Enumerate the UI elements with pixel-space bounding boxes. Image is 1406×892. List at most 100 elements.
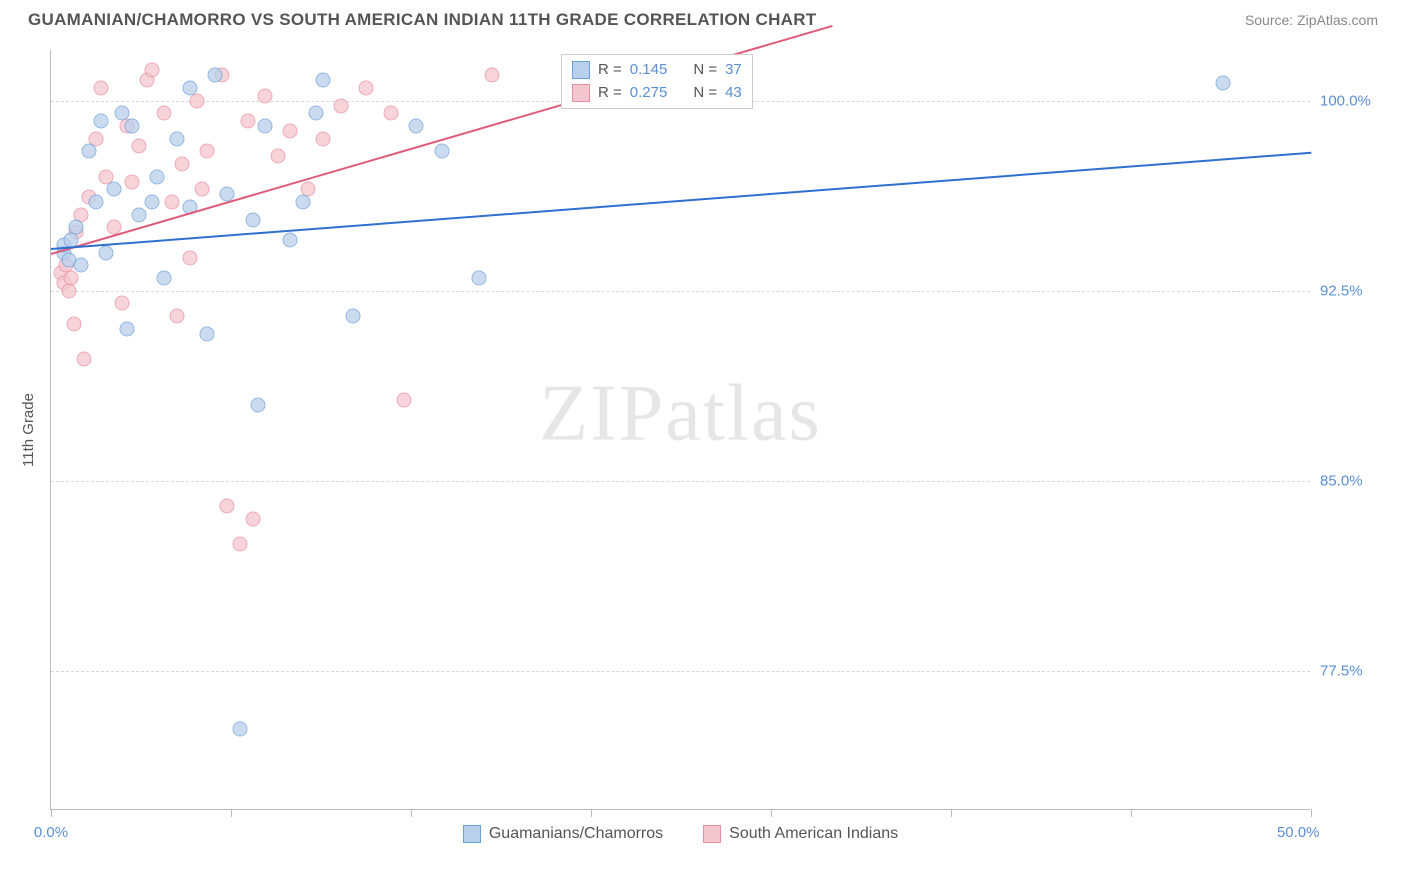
legend-swatch-blue-icon [463, 825, 481, 843]
chart-plot-area: ZIPatlas 77.5%85.0%92.5%100.0%0.0%50.0%R… [50, 50, 1310, 810]
r-value: 0.275 [630, 82, 668, 105]
scatter-point-pink [485, 68, 500, 83]
stats-row-blue: R = 0.145 N = 37 [572, 59, 742, 82]
scatter-point-blue [94, 113, 109, 128]
legend-item-blue: Guamanians/Chamorros [463, 825, 663, 843]
scatter-point-blue [124, 119, 139, 134]
scatter-point-pink [316, 131, 331, 146]
r-label: R = [598, 59, 622, 82]
scatter-point-pink [157, 106, 172, 121]
scatter-point-pink [270, 149, 285, 164]
scatter-point-blue [170, 131, 185, 146]
watermark: ZIPatlas [539, 369, 822, 460]
n-value: 43 [725, 82, 742, 105]
swatch-pink-icon [572, 84, 590, 102]
x-tick [951, 809, 952, 817]
r-value: 0.145 [630, 59, 668, 82]
scatter-point-blue [283, 233, 298, 248]
scatter-point-pink [66, 316, 81, 331]
legend-swatch-pink-icon [703, 825, 721, 843]
scatter-point-pink [124, 174, 139, 189]
scatter-point-blue [346, 309, 361, 324]
scatter-point-pink [61, 283, 76, 298]
gridline-horizontal [51, 671, 1310, 672]
n-label: N = [693, 82, 717, 105]
scatter-point-blue [250, 397, 265, 412]
x-tick [51, 809, 52, 817]
chart-header: GUAMANIAN/CHAMORRO VS SOUTH AMERICAN IND… [0, 0, 1406, 40]
scatter-point-pink [245, 511, 260, 526]
y-tick-label: 100.0% [1320, 92, 1380, 109]
stats-row-pink: R = 0.275 N = 43 [572, 82, 742, 105]
scatter-point-blue [296, 195, 311, 210]
scatter-point-blue [89, 195, 104, 210]
gridline-horizontal [51, 481, 1310, 482]
scatter-point-pink [195, 182, 210, 197]
scatter-point-pink [190, 93, 205, 108]
scatter-point-blue [472, 271, 487, 286]
correlation-stats-box: R = 0.145 N = 37 R = 0.275 N = 43 [561, 54, 753, 109]
y-tick-label: 77.5% [1320, 662, 1380, 679]
r-label: R = [598, 82, 622, 105]
y-tick-label: 85.0% [1320, 472, 1380, 489]
scatter-point-pink [94, 81, 109, 96]
scatter-point-blue [200, 326, 215, 341]
x-tick [591, 809, 592, 817]
scatter-point-blue [132, 207, 147, 222]
trend-line-blue [51, 151, 1311, 249]
legend-label: Guamanians/Chamorros [489, 825, 663, 843]
x-tick [231, 809, 232, 817]
x-tick [771, 809, 772, 817]
scatter-point-pink [258, 88, 273, 103]
watermark-zip: ZIP [539, 370, 665, 458]
scatter-point-blue [409, 119, 424, 134]
scatter-point-blue [157, 271, 172, 286]
scatter-point-pink [132, 139, 147, 154]
watermark-atlas: atlas [665, 370, 822, 458]
scatter-point-blue [207, 68, 222, 83]
scatter-point-pink [64, 271, 79, 286]
x-tick [411, 809, 412, 817]
scatter-point-pink [175, 157, 190, 172]
scatter-point-pink [396, 392, 411, 407]
legend-item-pink: South American Indians [703, 825, 898, 843]
scatter-point-pink [233, 537, 248, 552]
scatter-point-blue [308, 106, 323, 121]
y-axis-label: 11th Grade [20, 393, 37, 467]
scatter-point-blue [316, 73, 331, 88]
scatter-point-blue [119, 321, 134, 336]
scatter-point-blue [1215, 75, 1230, 90]
x-tick [1131, 809, 1132, 817]
scatter-point-blue [99, 245, 114, 260]
scatter-point-pink [240, 113, 255, 128]
scatter-point-blue [74, 258, 89, 273]
scatter-point-pink [114, 296, 129, 311]
gridline-horizontal [51, 291, 1310, 292]
scatter-point-blue [182, 81, 197, 96]
legend-label: South American Indians [729, 825, 898, 843]
n-label: N = [693, 59, 717, 82]
x-tick [1311, 809, 1312, 817]
scatter-point-blue [434, 144, 449, 159]
scatter-point-pink [333, 98, 348, 113]
bottom-legend: Guamanians/Chamorros South American India… [51, 825, 1310, 843]
scatter-point-pink [144, 63, 159, 78]
scatter-point-blue [69, 220, 84, 235]
scatter-point-blue [258, 119, 273, 134]
scatter-point-pink [220, 499, 235, 514]
scatter-point-pink [76, 352, 91, 367]
scatter-point-blue [144, 195, 159, 210]
scatter-point-blue [107, 182, 122, 197]
scatter-point-pink [283, 124, 298, 139]
scatter-point-blue [245, 212, 260, 227]
scatter-point-pink [359, 81, 374, 96]
scatter-point-blue [81, 144, 96, 159]
chart-title: GUAMANIAN/CHAMORRO VS SOUTH AMERICAN IND… [28, 10, 817, 30]
scatter-point-pink [384, 106, 399, 121]
swatch-blue-icon [572, 61, 590, 79]
scatter-point-pink [164, 195, 179, 210]
scatter-point-pink [182, 250, 197, 265]
scatter-point-blue [149, 169, 164, 184]
n-value: 37 [725, 59, 742, 82]
scatter-point-blue [233, 721, 248, 736]
